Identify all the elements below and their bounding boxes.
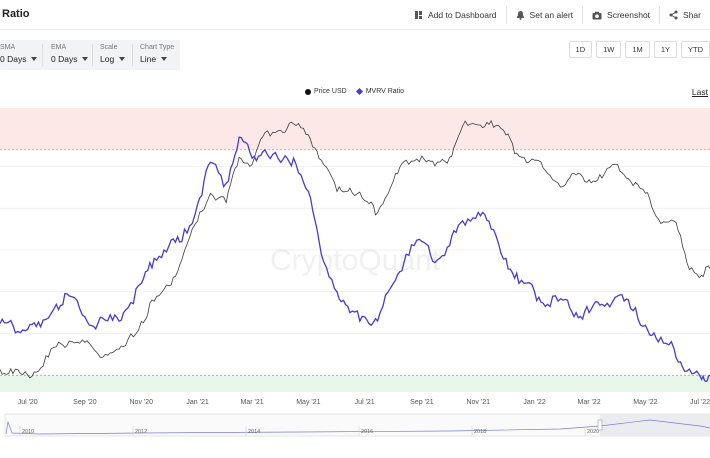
undervalued-zone — [0, 375, 710, 392]
legend-dot-icon — [305, 88, 311, 95]
x-tick-label: Sep '20 — [73, 399, 97, 406]
x-tick-label: Jan '22 — [523, 399, 545, 406]
navigator-track — [4, 413, 710, 437]
share-icon — [669, 10, 678, 20]
overvalued-zone — [0, 108, 710, 150]
navigator-year-label: 2012 — [135, 429, 147, 435]
x-tick-label: Jul '22 — [690, 399, 710, 406]
divider — [132, 44, 133, 66]
chart-type-select[interactable]: Chart Type Line — [140, 40, 174, 64]
chart-legend: Price USD MVRV Ratio — [305, 87, 414, 96]
share-label: Shar — [683, 10, 701, 20]
chevron-down-icon — [161, 57, 168, 61]
x-tick-label: Nov '21 — [466, 399, 490, 406]
range-1d-button[interactable]: 1D — [568, 41, 593, 58]
chart-controls: SMA 0 Days EMA 0 Days Scale Log Chart Ty… — [0, 40, 180, 70]
navigator-year-label: 2016 — [361, 429, 373, 435]
x-tick-label: Mar '22 — [577, 399, 600, 406]
legend-item-price[interactable]: Price USD — [305, 88, 347, 95]
add-to-dashboard-button[interactable]: Add to Dashboard — [405, 6, 506, 24]
navigator-handle — [597, 419, 603, 431]
navigator-year-label: 2020 — [587, 429, 599, 435]
navigator-series-line — [5, 419, 710, 435]
watermark: CryptoQuant — [270, 244, 441, 277]
navigator-year-label: 2018 — [474, 429, 486, 435]
chevron-down-icon — [31, 57, 38, 61]
legend-label-mvrv: MVRV Ratio — [365, 88, 405, 95]
share-button[interactable]: Shar — [659, 6, 710, 24]
navigator-timeline[interactable]: 2010 2012 2014 2016 2018 2020 — [0, 412, 710, 440]
sma-value: 0 Days — [0, 54, 27, 64]
chevron-down-icon — [82, 57, 89, 61]
alert-icon — [516, 11, 524, 20]
ema-value: 0 Days — [51, 54, 78, 64]
legend-label-price: Price USD — [314, 88, 347, 95]
screenshot-button[interactable]: Screenshot — [582, 6, 659, 24]
chart-type-value: Line — [140, 54, 157, 64]
chart-area: CryptoQuant Jul '20 Sep '20 Nov '20 Jan '21 M… — [0, 108, 710, 406]
divider — [92, 44, 93, 66]
x-tick-label: May '22 — [633, 399, 657, 406]
camera-icon — [592, 11, 602, 19]
dashboard-icon — [415, 11, 423, 19]
x-tick-label: Jan '21 — [186, 399, 208, 406]
range-1w-button[interactable]: 1W — [596, 41, 622, 58]
navigator-year-label: 2010 — [22, 429, 34, 435]
ema-label: EMA — [51, 44, 67, 51]
x-tick-label: May '21 — [296, 399, 320, 406]
set-alert-label: Set an alert — [529, 10, 574, 20]
legend-item-mvrv[interactable]: MVRV Ratio — [355, 87, 405, 96]
scale-label: Scale — [100, 44, 118, 51]
add-to-dashboard-label: Add to Dashboard — [428, 10, 497, 20]
x-tick-label: Sep '21 — [410, 399, 434, 406]
chart-type-label: Chart Type — [140, 44, 175, 51]
range-buttons: 1D 1W 1M 1Y YTD — [565, 41, 710, 58]
top-bar: Ratio Add to Dashboard Set an alert Scre… — [0, 0, 710, 30]
range-ytd-button[interactable]: YTD — [681, 41, 710, 58]
ema-select[interactable]: EMA 0 Days — [51, 40, 89, 64]
range-1m-button[interactable]: 1M — [625, 41, 650, 58]
range-1y-button[interactable]: 1Y — [653, 41, 677, 58]
screenshot-label: Screenshot — [607, 10, 651, 20]
divider — [42, 44, 43, 66]
chevron-down-icon — [119, 57, 126, 61]
last-link[interactable]: Last — [691, 87, 708, 97]
navigator-year-label: 2014 — [248, 429, 260, 435]
x-tick-label: Jul '20 — [18, 399, 38, 406]
legend-diamond-icon — [355, 87, 363, 96]
scale-select[interactable]: Scale Log — [100, 40, 126, 64]
sma-select[interactable]: SMA 0 Days — [0, 40, 38, 64]
navigator-selection — [600, 414, 710, 436]
x-tick-label: Jul '21 — [355, 399, 375, 406]
price-series-line — [0, 119, 710, 379]
x-tick-label: Mar '21 — [240, 399, 263, 406]
mvrv-series-line — [0, 136, 710, 383]
toolbar-actions: Add to Dashboard Set an alert Screenshot… — [405, 0, 710, 30]
sma-label: SMA — [0, 44, 16, 51]
scale-value: Log — [100, 54, 115, 64]
x-tick-label: Nov '20 — [130, 399, 154, 406]
set-alert-button[interactable]: Set an alert — [505, 6, 582, 24]
page-title: Ratio — [2, 8, 30, 20]
